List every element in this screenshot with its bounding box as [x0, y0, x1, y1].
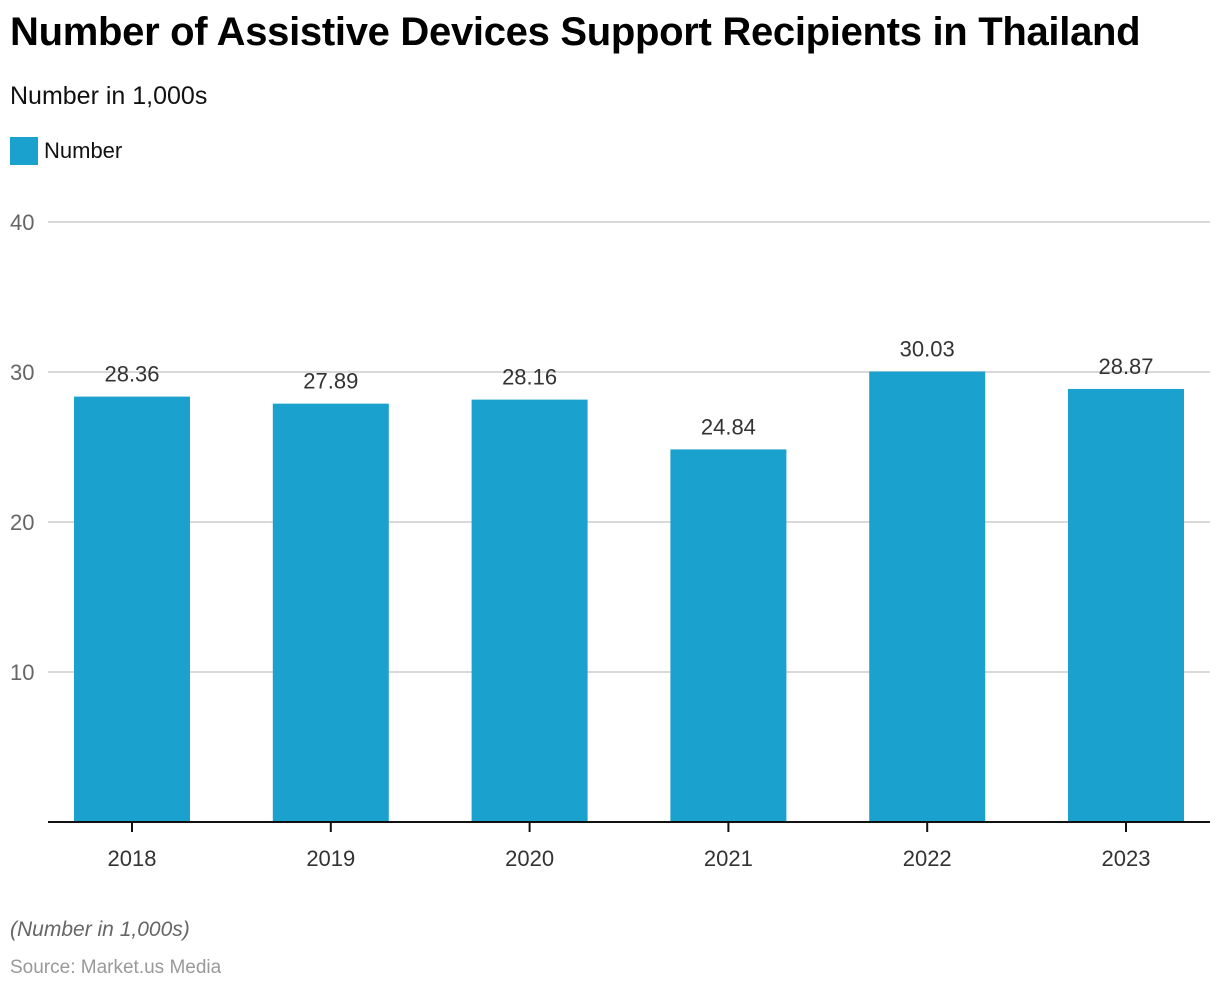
chart-note: (Number in 1,000s) [10, 918, 190, 941]
legend: Number [10, 137, 122, 165]
data-label: 28.36 [104, 362, 159, 387]
bar [869, 371, 986, 822]
x-tick-label: 2021 [704, 846, 753, 871]
data-label: 30.03 [900, 337, 955, 362]
x-tick-label: 2018 [108, 846, 157, 871]
bar [74, 396, 190, 822]
chart-title: Number of Assistive Devices Support Reci… [10, 10, 1141, 54]
data-label: 27.89 [303, 369, 358, 394]
bar [471, 399, 588, 822]
chart-subtitle: Number in 1,000s [10, 82, 208, 110]
x-tick-label: 2022 [903, 846, 952, 871]
x-tick-label: 2023 [1102, 846, 1151, 871]
legend-label: Number [44, 138, 123, 163]
data-label: 28.16 [502, 365, 557, 390]
data-label: 24.84 [701, 414, 756, 439]
y-tick-label: 10 [10, 660, 34, 685]
legend-swatch [10, 137, 38, 165]
x-tick-label: 2020 [505, 846, 554, 871]
y-tick-label: 20 [10, 510, 34, 535]
chart-source: Source: Market.us Media [10, 957, 222, 978]
bar [272, 403, 389, 822]
x-tick-label: 2019 [306, 846, 355, 871]
y-tick-label: 40 [10, 210, 34, 235]
data-label: 28.87 [1098, 354, 1153, 379]
bar [670, 449, 787, 822]
bar [1068, 388, 1184, 822]
y-tick-label: 30 [10, 360, 34, 385]
